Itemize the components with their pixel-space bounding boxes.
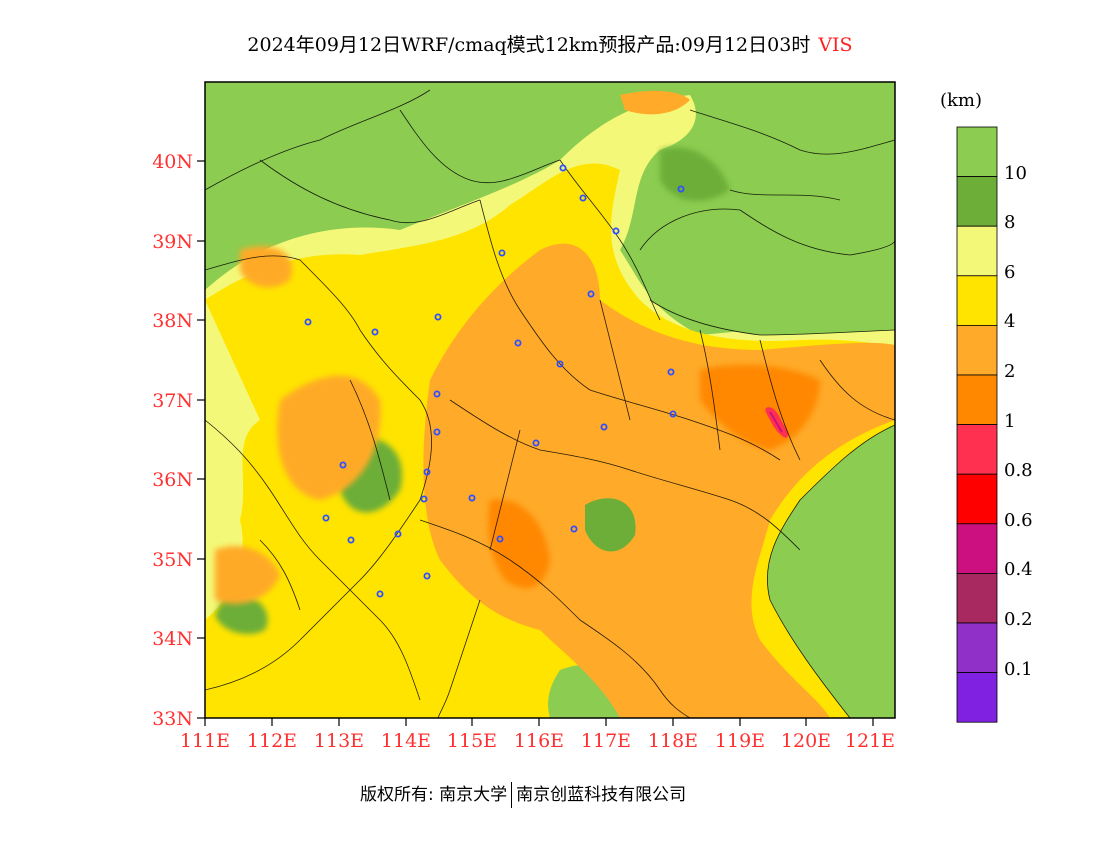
boundary-lines (205, 89, 895, 718)
lon-label-121: 121E (845, 730, 895, 752)
colorbar-label-3: 4 (1004, 311, 1016, 333)
lon-ticks (204, 718, 874, 726)
colorbar-swatch-9 (956, 573, 998, 624)
colorbar (956, 126, 998, 723)
colorbar-swatch-6 (956, 424, 998, 475)
lat-label-39: 39N (152, 231, 193, 253)
lon-label-119: 119E (715, 730, 765, 752)
footer-separator (511, 782, 513, 808)
title-main: 2024年09月12日WRF/cmaq模式12km预报产品:09月12日03时 (247, 34, 811, 56)
lat-label-35: 35N (152, 549, 193, 571)
lon-label-116: 116E (514, 730, 564, 752)
lat-label-37: 37N (152, 390, 193, 412)
city-markers (304, 164, 685, 598)
map-title: 2024年09月12日WRF/cmaq模式12km预报产品:09月12日03时 V… (0, 30, 1100, 57)
colorbar-label-2: 6 (1004, 261, 1016, 283)
colorbar-label-0: 10 (1004, 162, 1027, 184)
colorbar-swatch-4 (956, 324, 998, 376)
colorbar-swatch-8 (956, 523, 998, 574)
colorbar-swatch-2 (956, 225, 998, 277)
lon-labels: 111E 112E 113E 114E 115E 116E 117E 118E … (180, 730, 895, 752)
colorbar-swatch-7 (956, 473, 998, 525)
colorbar-swatch-10 (956, 622, 998, 673)
footer-left: 版权所有: 南京大学 (360, 785, 508, 805)
colorbar-swatch-3 (956, 275, 998, 326)
footer-right: 南京创蓝科技有限公司 (516, 785, 687, 805)
colorbar-label-9: 0.2 (1004, 609, 1033, 630)
footer-credits: 版权所有: 南京大学 南京创蓝科技有限公司 (360, 780, 686, 808)
colorbar-label-6: 0.8 (1004, 460, 1033, 482)
colorbar-label-4: 2 (1004, 361, 1016, 382)
lon-label-112: 112E (247, 730, 297, 752)
colorbar-label-8: 0.4 (1004, 559, 1033, 581)
lat-label-36: 36N (152, 469, 193, 491)
colorbar-label-1: 8 (1004, 212, 1016, 234)
lon-label-120: 120E (781, 730, 831, 752)
colorbar-unit: (km) (940, 90, 983, 111)
lat-label-33: 33N (152, 708, 193, 730)
lat-label-34: 34N (152, 628, 193, 650)
lat-label-40: 40N (152, 151, 193, 173)
lat-label-38: 38N (152, 310, 193, 332)
lon-label-113: 113E (314, 730, 364, 752)
colorbar-label-5: 1 (1004, 410, 1016, 432)
lon-label-117: 117E (581, 730, 631, 752)
colorbar-swatch-0 (956, 126, 998, 177)
lat-ticks (197, 160, 205, 719)
lon-label-118: 118E (648, 730, 698, 752)
colorbar-swatch-1 (956, 176, 998, 227)
title-variable: VIS (818, 34, 853, 56)
visibility-field (205, 82, 895, 718)
colorbar-swatch-11 (956, 672, 998, 723)
lat-labels: 33N 34N 35N 36N 37N 38N 39N 40N (152, 151, 193, 730)
colorbar-label-10: 0.1 (1004, 658, 1033, 680)
colorbar-label-7: 0.6 (1004, 509, 1033, 531)
lon-label-115: 115E (447, 730, 497, 752)
colorbar-swatch-5 (956, 374, 998, 425)
lon-label-111: 111E (180, 730, 230, 752)
lon-label-114: 114E (381, 730, 431, 752)
